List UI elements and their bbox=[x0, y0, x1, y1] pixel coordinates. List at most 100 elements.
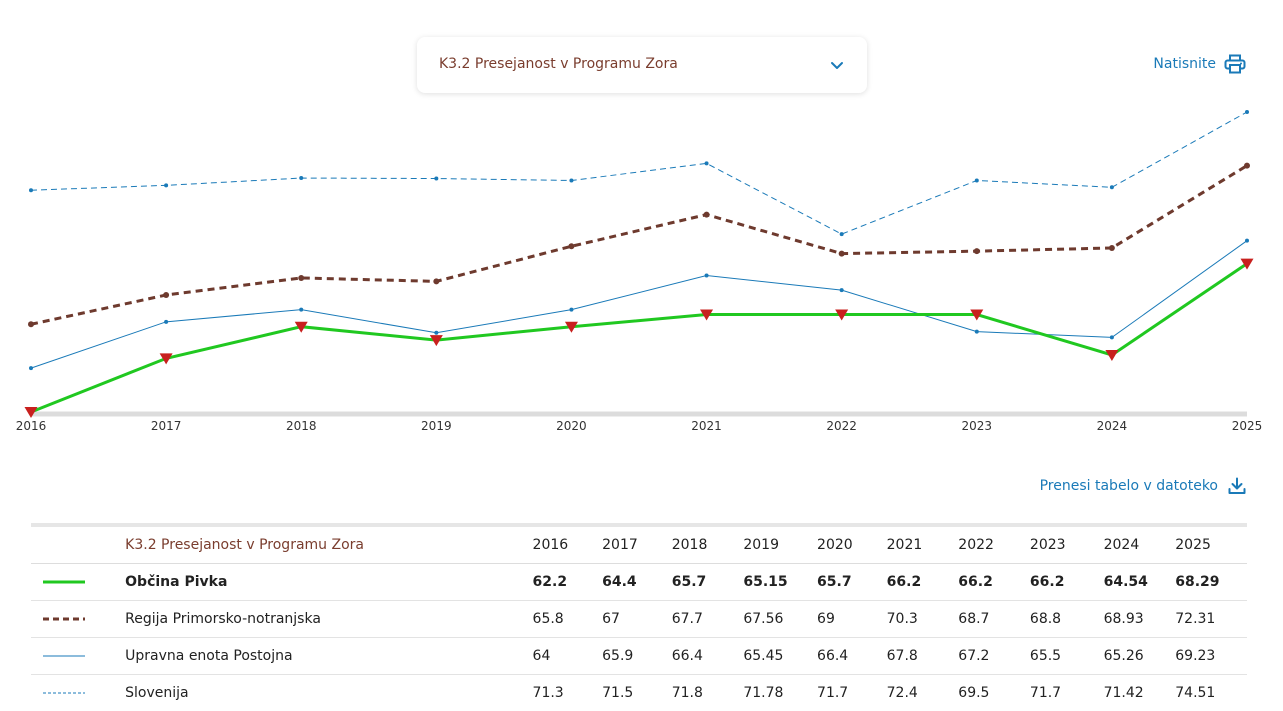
data-point[interactable] bbox=[1110, 335, 1114, 339]
x-tick-label: 2018 bbox=[286, 419, 317, 433]
table-cell: 68.7 bbox=[958, 601, 1030, 638]
table-cell: 70.3 bbox=[887, 601, 959, 638]
table-cell: 64 bbox=[533, 638, 603, 675]
data-point[interactable] bbox=[704, 212, 710, 218]
table-cell: 72.4 bbox=[887, 675, 959, 711]
x-tick-label: 2024 bbox=[1097, 419, 1128, 433]
data-point[interactable] bbox=[299, 308, 303, 312]
table-cell: 65.26 bbox=[1104, 638, 1176, 675]
series-obcina-pivka bbox=[25, 259, 1254, 418]
table-cell: 64.4 bbox=[602, 564, 672, 601]
x-tick-label: 2020 bbox=[556, 419, 587, 433]
table-cell: 64.54 bbox=[1104, 564, 1176, 601]
year-header: 2022 bbox=[958, 525, 1030, 564]
data-point[interactable] bbox=[29, 188, 33, 192]
x-tick-label: 2016 bbox=[16, 419, 47, 433]
print-button[interactable]: Natisnite bbox=[1153, 54, 1246, 74]
data-point[interactable] bbox=[705, 274, 709, 278]
download-icon bbox=[1228, 477, 1246, 495]
data-point[interactable] bbox=[568, 243, 574, 249]
table-cell: 65.7 bbox=[672, 564, 744, 601]
download-table-button[interactable]: Prenesi tabelo v datoteko bbox=[1040, 477, 1246, 495]
series-line bbox=[31, 264, 1247, 412]
row-name: Slovenija bbox=[125, 675, 532, 711]
x-tick-label: 2023 bbox=[962, 419, 993, 433]
row-name: Regija Primorsko-notranjska bbox=[125, 601, 532, 638]
download-label: Prenesi tabelo v datoteko bbox=[1040, 478, 1218, 494]
print-label: Natisnite bbox=[1153, 56, 1216, 72]
data-point[interactable] bbox=[839, 251, 845, 257]
data-point[interactable] bbox=[164, 320, 168, 324]
table-cell: 66.2 bbox=[887, 564, 959, 601]
data-point[interactable] bbox=[163, 292, 169, 298]
year-header: 2025 bbox=[1175, 525, 1247, 564]
x-tick-label: 2021 bbox=[691, 419, 722, 433]
table-cell: 65.5 bbox=[1030, 638, 1104, 675]
table-cell: 71.7 bbox=[817, 675, 887, 711]
table-cell: 67.2 bbox=[958, 638, 1030, 675]
table-cell: 65.15 bbox=[743, 564, 817, 601]
table-cell: 72.31 bbox=[1175, 601, 1247, 638]
table-cell: 69.5 bbox=[958, 675, 1030, 711]
series-upravna-enota-postojna bbox=[29, 239, 1249, 370]
data-point[interactable] bbox=[1245, 239, 1249, 243]
table-cell: 67.8 bbox=[887, 638, 959, 675]
data-point[interactable] bbox=[840, 288, 844, 292]
indicator-dropdown[interactable]: K3.2 Presejanost v Programu Zora bbox=[417, 37, 867, 93]
table-cell: 66.4 bbox=[672, 638, 744, 675]
table-cell: 67.56 bbox=[743, 601, 817, 638]
table-cell: 74.51 bbox=[1175, 675, 1247, 711]
table-cell: 66.2 bbox=[1030, 564, 1104, 601]
table-cell: 71.42 bbox=[1104, 675, 1176, 711]
series-line bbox=[31, 241, 1247, 368]
series-line bbox=[31, 112, 1247, 234]
table-cell: 65.8 bbox=[533, 601, 603, 638]
year-header: 2020 bbox=[817, 525, 887, 564]
table-cell: 66.2 bbox=[958, 564, 1030, 601]
year-header: 2023 bbox=[1030, 525, 1104, 564]
data-point[interactable] bbox=[840, 232, 844, 236]
data-point[interactable] bbox=[434, 331, 438, 335]
data-point[interactable] bbox=[434, 177, 438, 181]
table-cell: 68.8 bbox=[1030, 601, 1104, 638]
row-name: Občina Pivka bbox=[125, 564, 532, 601]
series-line bbox=[31, 166, 1247, 325]
x-tick-label: 2022 bbox=[826, 419, 857, 433]
data-point[interactable] bbox=[1110, 185, 1114, 189]
data-point[interactable] bbox=[433, 278, 439, 284]
data-point[interactable] bbox=[29, 366, 33, 370]
x-tick-label: 2019 bbox=[421, 419, 452, 433]
data-point[interactable] bbox=[974, 248, 980, 254]
data-point[interactable] bbox=[164, 183, 168, 187]
table-cell: 68.93 bbox=[1104, 601, 1176, 638]
table-cell: 71.78 bbox=[743, 675, 817, 711]
data-point[interactable] bbox=[298, 275, 304, 281]
data-point[interactable] bbox=[569, 308, 573, 312]
data-point[interactable] bbox=[569, 178, 573, 182]
table-cell: 65.9 bbox=[602, 638, 672, 675]
data-point[interactable] bbox=[975, 330, 979, 334]
table-cell: 71.5 bbox=[602, 675, 672, 711]
data-point[interactable] bbox=[1244, 163, 1250, 169]
table-cell: 71.3 bbox=[533, 675, 603, 711]
series-slovenija bbox=[29, 110, 1249, 236]
data-point[interactable] bbox=[1245, 110, 1249, 114]
data-point[interactable] bbox=[1105, 350, 1118, 361]
chevron-down-icon bbox=[829, 57, 845, 73]
data-point[interactable] bbox=[299, 176, 303, 180]
table-cell: 62.2 bbox=[533, 564, 603, 601]
data-point[interactable] bbox=[28, 321, 34, 327]
table-cell: 69.23 bbox=[1175, 638, 1247, 675]
table-cell: 71.7 bbox=[1030, 675, 1104, 711]
table-cell: 66.4 bbox=[817, 638, 887, 675]
year-header: 2018 bbox=[672, 525, 744, 564]
legend-swatch bbox=[31, 638, 125, 675]
data-point[interactable] bbox=[705, 161, 709, 165]
data-point[interactable] bbox=[975, 178, 979, 182]
table-cell: 67.7 bbox=[672, 601, 744, 638]
year-header: 2016 bbox=[533, 525, 603, 564]
data-point[interactable] bbox=[1109, 245, 1115, 251]
table-cell: 69 bbox=[817, 601, 887, 638]
